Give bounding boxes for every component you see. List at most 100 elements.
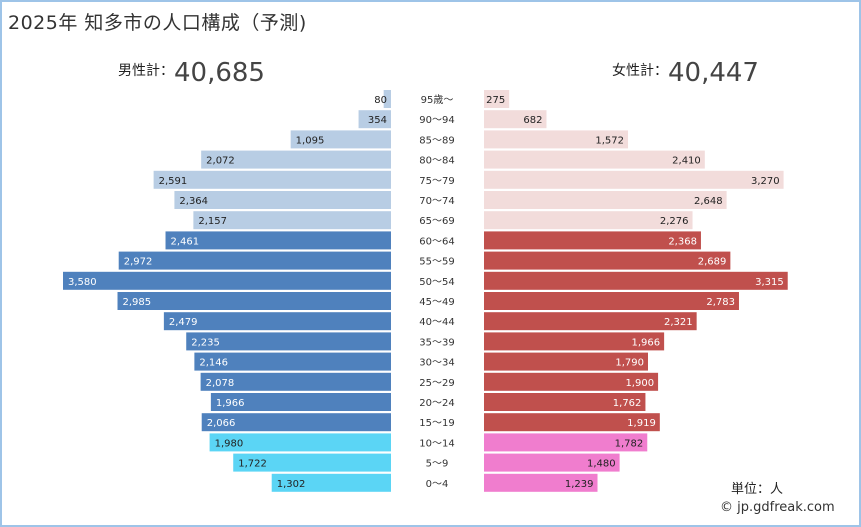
- male-bar: [210, 393, 391, 411]
- male-bar-label: 80: [374, 95, 387, 106]
- female-bar-label: 2,410: [672, 156, 701, 167]
- age-group-label: 85～89: [419, 135, 454, 146]
- male-bar-label: 2,157: [198, 216, 227, 227]
- male-bar-label: 2,461: [171, 236, 200, 247]
- female-bar: [484, 433, 648, 452]
- age-group-label: 40～44: [419, 317, 454, 328]
- male-bar-label: 1,095: [296, 135, 325, 146]
- female-bar-label: 1,480: [587, 459, 616, 470]
- male-bar-label: 2,078: [206, 378, 235, 389]
- male-bar-label: 2,985: [123, 297, 152, 308]
- female-bar-label: 1,966: [631, 337, 660, 348]
- age-group-label: 35～39: [419, 337, 454, 348]
- female-bar-label: 3,315: [755, 277, 784, 288]
- female-bar-label: 682: [523, 115, 542, 126]
- age-group-label: 10～14: [419, 438, 454, 449]
- age-group-label: 20～24: [419, 398, 454, 409]
- female-bar: [484, 110, 547, 129]
- male-bar-label: 354: [368, 115, 387, 126]
- male-bar: [201, 413, 391, 432]
- age-group-label: 45～49: [419, 297, 454, 308]
- female-bar: [484, 453, 620, 472]
- age-group-label: 95歳～: [421, 94, 454, 106]
- female-bar-label: 2,783: [706, 297, 735, 308]
- male-bar: [271, 473, 391, 492]
- credit-text: © jp.gdfreak.com: [720, 500, 835, 515]
- male-bar: [117, 292, 391, 310]
- age-group-label: 15～19: [419, 418, 454, 429]
- male-bar-label: 1,966: [216, 398, 245, 409]
- age-group-label: 90～94: [419, 115, 454, 126]
- female-bar-label: 275: [486, 95, 505, 106]
- male-bar-label: 2,066: [207, 418, 236, 429]
- male-bar: [163, 312, 391, 331]
- female-bar: [484, 90, 510, 108]
- male-bar-label: 1,980: [215, 438, 244, 449]
- female-bar: [484, 130, 629, 149]
- female-bar: [484, 332, 665, 351]
- male-bar: [118, 251, 392, 270]
- female-bar: [484, 372, 659, 391]
- female-total: 女性計：40,447: [612, 58, 759, 88]
- male-bar: [153, 170, 391, 189]
- female-bar-label: 3,270: [751, 176, 780, 187]
- male-bar-label: 3,580: [68, 277, 97, 288]
- female-bar-label: 1,790: [615, 358, 644, 369]
- age-group-label: 65～69: [419, 216, 454, 227]
- age-group-label: 55～59: [419, 257, 454, 268]
- male-bar: [200, 372, 391, 391]
- age-group-label: 25～29: [419, 378, 454, 389]
- male-bar-label: 1,722: [238, 459, 267, 470]
- male-total: 男性計：40,685: [118, 58, 265, 88]
- male-bar-label: 1,302: [277, 479, 306, 490]
- female-bar-label: 2,321: [664, 317, 693, 328]
- female-bar-label: 1,900: [625, 378, 654, 389]
- female-bar: [484, 292, 739, 310]
- female-total-label: 女性計：: [612, 63, 668, 79]
- female-bar: [484, 413, 660, 432]
- male-bar: [290, 130, 391, 149]
- age-group-label: 30～34: [419, 358, 454, 369]
- female-bar-label: 1,572: [595, 135, 624, 146]
- male-bar: [358, 110, 391, 129]
- female-bar-label: 2,368: [668, 236, 697, 247]
- female-bar-label: 2,648: [694, 196, 723, 207]
- male-total-value: 40,685: [174, 58, 265, 88]
- female-bar: [484, 393, 646, 411]
- male-bar: [186, 332, 391, 351]
- female-bar-label: 2,689: [698, 257, 727, 268]
- female-bar-label: 1,919: [627, 418, 656, 429]
- age-group-label: 60～64: [419, 236, 454, 247]
- male-bar: [201, 150, 391, 169]
- age-group-label: 80～84: [419, 156, 454, 167]
- male-bar: [209, 433, 391, 452]
- unit-label: 単位：人: [731, 482, 784, 497]
- male-bar: [233, 453, 391, 472]
- female-bar-label: 1,239: [565, 479, 594, 490]
- male-bar: [193, 211, 391, 230]
- male-bar-label: 2,235: [191, 337, 220, 348]
- male-bar-label: 2,591: [159, 176, 188, 187]
- male-bar-label: 2,479: [169, 317, 198, 328]
- female-bar-label: 1,762: [613, 398, 642, 409]
- female-bar: [484, 352, 648, 371]
- age-group-label: 50～54: [419, 277, 454, 288]
- male-bar: [63, 271, 391, 290]
- age-group-label: 75～79: [419, 176, 454, 187]
- female-bar-label: 1,782: [615, 438, 644, 449]
- male-bar-label: 2,364: [179, 196, 208, 207]
- female-bar: [484, 191, 727, 209]
- female-bar: [484, 251, 731, 270]
- female-bar: [484, 271, 788, 290]
- female-bar: [484, 150, 705, 169]
- male-bar: [194, 352, 391, 371]
- male-bar-label: 2,072: [206, 156, 235, 167]
- age-group-label: 70～74: [419, 196, 454, 207]
- age-group-label: 5～9: [426, 459, 449, 470]
- age-group-label: 0～4: [426, 479, 449, 490]
- male-bar: [165, 231, 391, 250]
- male-bar-label: 2,972: [124, 257, 153, 268]
- female-bar: [484, 211, 693, 230]
- female-bar: [484, 231, 701, 250]
